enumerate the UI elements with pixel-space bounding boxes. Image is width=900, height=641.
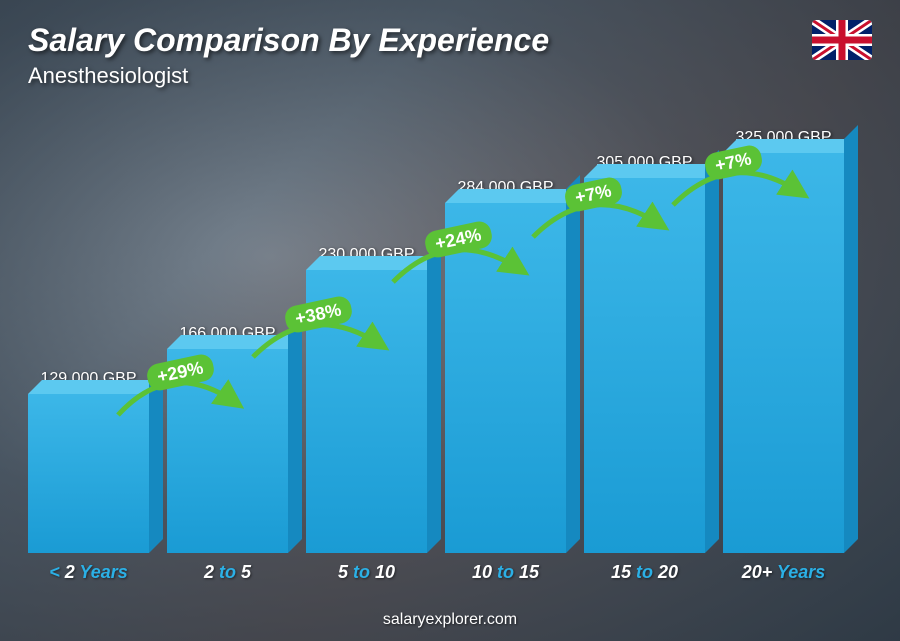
footer-attribution: salaryexplorer.com xyxy=(0,611,900,629)
bar-slot: 166,000 GBP xyxy=(167,325,288,553)
bar-front-face xyxy=(723,153,844,553)
x-axis-label: 15 to 20 xyxy=(584,562,705,583)
bar-slot: 129,000 GBP xyxy=(28,370,149,553)
bars-container: 129,000 GBP166,000 GBP230,000 GBP284,000… xyxy=(28,113,844,553)
x-axis-label: < 2 Years xyxy=(28,562,149,583)
bar xyxy=(28,394,149,553)
header: Salary Comparison By Experience Anesthes… xyxy=(28,22,549,89)
bar-slot: 284,000 GBP xyxy=(445,179,566,553)
bar-top-face xyxy=(445,189,580,203)
bar-side-face xyxy=(705,150,719,553)
bar-front-face xyxy=(445,203,566,553)
x-axis-label: 20+ Years xyxy=(723,562,844,583)
bar-slot: 325,000 GBP xyxy=(723,129,844,553)
bar xyxy=(584,178,705,553)
bar-slot: 305,000 GBP xyxy=(584,154,705,553)
x-axis-label: 2 to 5 xyxy=(167,562,288,583)
bar-side-face xyxy=(149,366,163,553)
x-axis-label: 10 to 15 xyxy=(445,562,566,583)
bar-side-face xyxy=(288,321,302,553)
bar-top-face xyxy=(167,335,302,349)
bar-top-face xyxy=(28,380,163,394)
bar-chart: 129,000 GBP166,000 GBP230,000 GBP284,000… xyxy=(28,97,844,577)
bar-front-face xyxy=(167,349,288,553)
bar xyxy=(445,203,566,553)
bar xyxy=(306,270,427,553)
bar-slot: 230,000 GBP xyxy=(306,246,427,553)
bar-top-face xyxy=(584,164,719,178)
bar xyxy=(723,153,844,553)
uk-flag-icon xyxy=(812,20,872,60)
x-axis-label: 5 to 10 xyxy=(306,562,427,583)
bar-front-face xyxy=(584,178,705,553)
chart-title: Salary Comparison By Experience xyxy=(28,22,549,59)
bar-side-face xyxy=(844,125,858,553)
bar-side-face xyxy=(566,175,580,553)
bar-front-face xyxy=(28,394,149,553)
bar xyxy=(167,349,288,553)
bar-front-face xyxy=(306,270,427,553)
bar-side-face xyxy=(427,242,441,553)
bar-top-face xyxy=(723,139,858,153)
chart-subtitle: Anesthesiologist xyxy=(28,63,549,89)
x-axis-labels: < 2 Years 2 to 5 5 to 10 10 to 15 15 to 20 20… xyxy=(28,562,844,583)
bar-top-face xyxy=(306,256,441,270)
